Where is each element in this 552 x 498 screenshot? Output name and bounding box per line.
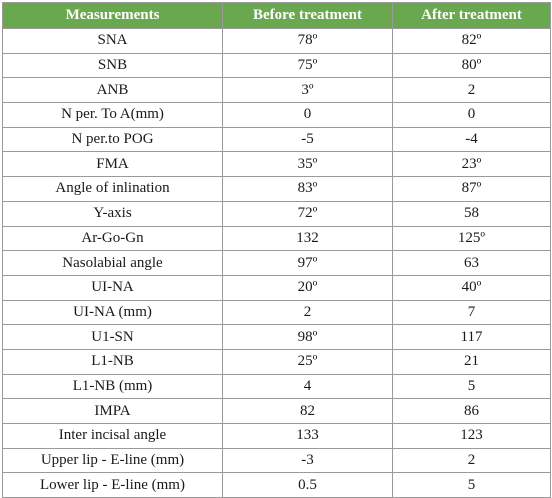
measurement-cell: FMA (2, 151, 223, 178)
before-treatment-cell: 4 (222, 373, 393, 400)
after-treatment-cell: 2 (392, 77, 551, 104)
before-treatment-cell: 83º (222, 176, 393, 202)
after-treatment-cell: 63 (392, 250, 551, 276)
table-row: FMA 35º 23º (2, 151, 551, 178)
after-treatment-cell: 87º (392, 176, 551, 202)
table-row: U1-SN 98º 117 (2, 324, 551, 350)
table-row: SNA 78º 82º (2, 28, 551, 54)
after-treatment-cell: 123 (392, 423, 551, 449)
measurement-cell: Nasolabial angle (2, 250, 223, 276)
measurement-cell: SNB (2, 52, 223, 79)
measurement-cell: UI-NA (mm) (2, 299, 223, 326)
measurement-cell: N per. To A(mm) (2, 102, 223, 128)
before-treatment-cell: 98º (222, 324, 393, 350)
table-row: Y-axis 72º 58 (2, 200, 551, 227)
after-treatment-cell: 117 (392, 324, 551, 350)
before-treatment-cell: 2 (222, 299, 393, 326)
header-after-treatment: After treatment (392, 2, 551, 29)
after-treatment-cell: 5 (392, 373, 551, 400)
before-treatment-cell: 35º (222, 151, 393, 178)
after-treatment-cell: 125º (392, 225, 551, 252)
measurement-cell: U1-SN (2, 324, 223, 350)
table-row: Angle of inlination 83º 87º (2, 176, 551, 202)
after-treatment-cell: -4 (392, 126, 551, 153)
before-treatment-cell: 20º (222, 274, 393, 301)
table-row: ANB 3º 2 (2, 77, 551, 104)
before-treatment-cell: 75º (222, 52, 393, 79)
measurement-cell: SNA (2, 28, 223, 54)
after-treatment-cell: 23º (392, 151, 551, 178)
measurement-cell: Angle of inlination (2, 176, 223, 202)
before-treatment-cell: 132 (222, 225, 393, 252)
after-treatment-cell: 80º (392, 52, 551, 79)
before-treatment-cell: 25º (222, 348, 393, 375)
table-row: L1-NB (mm) 4 5 (2, 373, 551, 400)
before-treatment-cell: 72º (222, 200, 393, 227)
before-treatment-cell: 3º (222, 77, 393, 104)
measurement-cell: Upper lip - E-line (mm) (2, 447, 223, 474)
after-treatment-cell: 21 (392, 348, 551, 375)
measurement-cell: N per.to POG (2, 126, 223, 153)
measurement-cell: L1-NB (mm) (2, 373, 223, 400)
measurement-cell: UI-NA (2, 274, 223, 301)
table-row: Ar-Go-Gn 132 125º (2, 225, 551, 252)
header-before-treatment: Before treatment (222, 2, 393, 29)
before-treatment-cell: 0.5 (222, 472, 393, 498)
after-treatment-cell: 82º (392, 28, 551, 54)
table-row: SNB 75º 80º (2, 52, 551, 79)
measurement-cell: ANB (2, 77, 223, 104)
after-treatment-cell: 7 (392, 299, 551, 326)
table-row: L1-NB 25º 21 (2, 348, 551, 375)
header-measurements: Measurements (2, 2, 223, 29)
before-treatment-cell: -5 (222, 126, 393, 153)
header-row: Measurements Before treatment After trea… (2, 2, 551, 29)
measurement-cell: L1-NB (2, 348, 223, 375)
after-treatment-cell: 40º (392, 274, 551, 301)
table-body: SNA 78º 82º SNB 75º 80º ANB 3º 2 N per. To A(mm) 0… (2, 28, 551, 498)
table-row: N per. To A(mm) 0 0 (2, 102, 551, 128)
before-treatment-cell: 78º (222, 28, 393, 54)
after-treatment-cell: 5 (392, 472, 551, 498)
before-treatment-cell: -3 (222, 447, 393, 474)
measurement-cell: IMPA (2, 398, 223, 424)
after-treatment-cell: 2 (392, 447, 551, 474)
table-row: UI-NA (mm) 2 7 (2, 299, 551, 326)
table-row: Lower lip - E-line (mm) 0.5 5 (2, 472, 551, 498)
measurement-cell: Lower lip - E-line (mm) (2, 472, 223, 498)
after-treatment-cell: 58 (392, 200, 551, 227)
table-row: Nasolabial angle 97º 63 (2, 250, 551, 276)
after-treatment-cell: 86 (392, 398, 551, 424)
measurement-cell: Ar-Go-Gn (2, 225, 223, 252)
table-row: IMPA 82 86 (2, 398, 551, 424)
measurement-cell: Inter incisal angle (2, 423, 223, 449)
before-treatment-cell: 133 (222, 423, 393, 449)
after-treatment-cell: 0 (392, 102, 551, 128)
table-header: Measurements Before treatment After trea… (2, 2, 551, 29)
table-row: Upper lip - E-line (mm) -3 2 (2, 447, 551, 474)
measurement-cell: Y-axis (2, 200, 223, 227)
table-row: N per.to POG -5 -4 (2, 126, 551, 153)
table-row: Inter incisal angle 133 123 (2, 423, 551, 449)
table-row: UI-NA 20º 40º (2, 274, 551, 301)
before-treatment-cell: 82 (222, 398, 393, 424)
before-treatment-cell: 0 (222, 102, 393, 128)
before-treatment-cell: 97º (222, 250, 393, 276)
